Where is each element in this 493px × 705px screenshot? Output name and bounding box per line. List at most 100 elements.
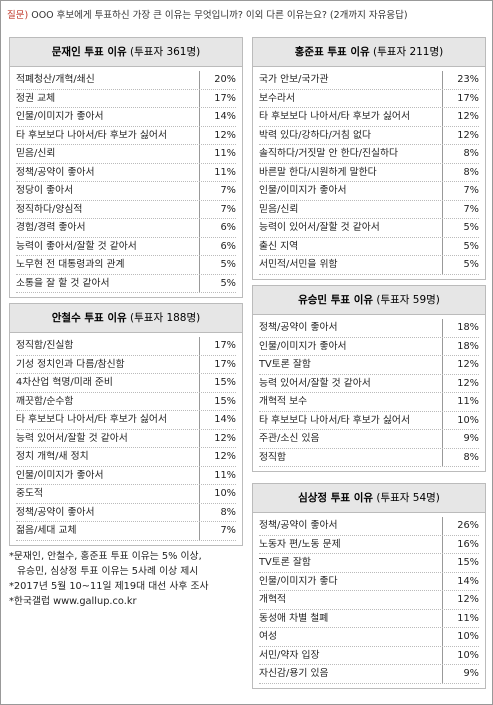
reason: 타 후보보다 나아서/타 후보가 싫어서	[16, 411, 200, 429]
respondents: (투표자 54명)	[376, 492, 440, 504]
table-row: 개혁적 보수 11%	[259, 393, 479, 412]
table-row: 자신감/용기 있음 9%	[259, 665, 479, 684]
table-row: 정직함/진실함 17%	[16, 337, 236, 356]
table-row: 타 후보보다 나아서/타 후보가 싫어서 12%	[259, 108, 479, 127]
respondents: (투표자 188명)	[130, 312, 201, 324]
table-row: 주관/소신 있음 9%	[259, 430, 479, 449]
panel-header: 문재인 투표 이유 (투표자 361명)	[10, 38, 242, 67]
panel-title: 홍준표 투표 이유	[294, 46, 370, 58]
table-row: 적폐청산/개혁/쇄신 20%	[16, 71, 236, 90]
table-row: 서민적/서민을 위함 5%	[259, 256, 479, 275]
table-row: 여성 10%	[259, 628, 479, 647]
table-row: 능력 있어서/잘할 것 같아서 12%	[16, 429, 236, 448]
percent: 5%	[463, 222, 479, 233]
table-row: TV토론 잘함 12%	[259, 356, 479, 375]
reason: 정치 개혁/새 정치	[16, 448, 200, 466]
table-row: 능력이 좋아서/잘할 것 같아서 6%	[16, 237, 236, 256]
reason: 믿음/신뢰	[16, 145, 200, 163]
reason: 바른말 한다/시원하게 말한다	[259, 163, 443, 181]
table-row: 타 후보보다 나아서/타 후보가 싫어서 10%	[259, 411, 479, 430]
panel-title: 안철수 투표 이유	[51, 312, 127, 324]
reason: 타 후보보다 나아서/타 후보가 싫어서	[259, 108, 443, 126]
reason: 정책/공약이 좋아서	[259, 319, 443, 337]
reason: 출신 지역	[259, 237, 443, 255]
percent: 12%	[457, 359, 479, 370]
table-row: 솔직하다/거짓말 안 한다/진실하다 8%	[259, 145, 479, 164]
reason: 기성 정치인과 다름/참신함	[16, 355, 200, 373]
rows: 정직함/진실함 17% 기성 정치인과 다름/참신함 17% 4차산업 혁명/미래 준비…	[10, 333, 242, 545]
reason: 타 후보보다 나아서/타 후보가 싫어서	[259, 411, 443, 429]
reason: 정직함/진실함	[16, 337, 200, 355]
reason: 정직하다/양심적	[16, 200, 200, 218]
percent: 11%	[457, 396, 479, 407]
percent: 18%	[457, 340, 479, 352]
reason: 타 후보보다 나아서/타 후보가 싫어서	[16, 126, 200, 144]
percent: 9%	[463, 668, 479, 679]
reason: 정권 교체	[16, 89, 200, 107]
table-row: 인물/이미지가 좋아서 7%	[259, 182, 479, 201]
table-row: 정책/공약이 좋아서 11%	[16, 163, 236, 182]
percent: 7%	[463, 185, 479, 196]
rows: 적폐청산/개혁/쇄신 20% 정권 교체 17% 인물/이미지가 좋아서 14% 타 후보보…	[10, 67, 242, 297]
table-row: 정당이 좋아서 7%	[16, 182, 236, 201]
reason: 자신감/용기 있음	[259, 665, 443, 683]
table-row: 깨끗함/순수함 15%	[16, 392, 236, 411]
table-panel: 문재인 투표 이유 (투표자 361명) 적폐청산/개혁/쇄신 20% 정권 교체 17…	[9, 37, 243, 298]
reason: 보수라서	[259, 89, 443, 107]
percent: 9%	[463, 433, 479, 444]
panel-header: 홍준표 투표 이유 (투표자 211명)	[253, 38, 485, 67]
percent: 16%	[457, 538, 479, 550]
reason: 능력이 있어서/잘할 것 같아서	[259, 219, 443, 237]
table-row: 정치 개혁/새 정치 12%	[16, 448, 236, 467]
rows: 정책/공약이 좋아서 26% 노동자 편/노동 문제 16% TV토론 잘함 15% 인물/…	[253, 513, 485, 688]
percent: 5%	[220, 277, 236, 289]
reason: 인물/이미지가 좋다	[259, 572, 443, 590]
reason: 능력 있어서/잘할 것 같아서	[16, 429, 200, 447]
percent: 15%	[457, 557, 479, 568]
notes: *문재인, 안철수, 홍준표 투표 이유는 5% 이상, 유승민, 심상정 투표 …	[9, 549, 209, 609]
panel-header: 심상정 투표 이유 (투표자 54명)	[253, 484, 485, 513]
percent: 12%	[214, 432, 236, 444]
table-row: 보수라서 17%	[259, 89, 479, 108]
table-row: 젊음/세대 교체 7%	[16, 522, 236, 541]
percent: 11%	[457, 612, 479, 624]
reason: 개혁적	[259, 591, 443, 609]
table-row: 경험/경력 좋아서 6%	[16, 219, 236, 238]
table-panel: 유승민 투표 이유 (투표자 59명) 정책/공약이 좋아서 18% 인물/이미지가 …	[252, 285, 486, 472]
percent: 14%	[457, 575, 479, 587]
percent: 17%	[214, 358, 236, 370]
reason: 중도적	[16, 485, 200, 503]
table-row: 소통을 잘 할 것 같아서 5%	[16, 274, 236, 293]
percent: 17%	[457, 92, 479, 104]
table-panel: 심상정 투표 이유 (투표자 54명) 정책/공약이 좋아서 26% 노동자 편/노동…	[252, 483, 486, 689]
reason: 솔직하다/거짓말 안 한다/진실하다	[259, 145, 443, 163]
table-row: 정책/공약이 좋아서 18%	[259, 319, 479, 338]
reason: 소통을 잘 할 것 같아서	[16, 274, 200, 292]
percent: 26%	[457, 520, 479, 531]
reason: 인물/이미지가 좋아서	[16, 108, 200, 126]
percent: 11%	[214, 469, 236, 481]
table-row: 인물/이미지가 좋아서 11%	[16, 466, 236, 485]
table-row: 인물/이미지가 좋아서 18%	[259, 337, 479, 356]
reason: 노무현 전 대통령과의 관계	[16, 256, 200, 274]
percent: 5%	[463, 240, 479, 252]
reason: 노동자 편/노동 문제	[259, 535, 443, 553]
reason: 4차산업 혁명/미래 준비	[16, 374, 200, 392]
table-row: 정직함 8%	[259, 448, 479, 467]
percent: 6%	[220, 240, 236, 252]
question: 질문) OOO 후보에게 투표하신 가장 큰 이유는 무엇입니까? 이외 다른 …	[7, 7, 408, 21]
reason: 믿음/신뢰	[259, 200, 443, 218]
table-row: 박력 있다/강하다/거침 없다 12%	[259, 126, 479, 145]
table-row: TV토론 잘함 15%	[259, 554, 479, 573]
note: *2017년 5월 10~11일 제19대 대선 사후 조사	[9, 581, 209, 592]
reason: TV토론 잘함	[259, 554, 443, 572]
percent: 12%	[457, 111, 479, 122]
table-row: 능력 있어서/잘할 것 같아서 12%	[259, 374, 479, 393]
percent: 14%	[214, 111, 236, 122]
note: *한국갤럽 www.gallup.co.kr	[9, 596, 137, 607]
table-row: 출신 지역 5%	[259, 237, 479, 256]
table-row: 능력이 있어서/잘할 것 같아서 5%	[259, 219, 479, 238]
reason: 인물/이미지가 좋아서	[16, 466, 200, 484]
percent: 7%	[220, 185, 236, 196]
percent: 10%	[457, 649, 479, 661]
